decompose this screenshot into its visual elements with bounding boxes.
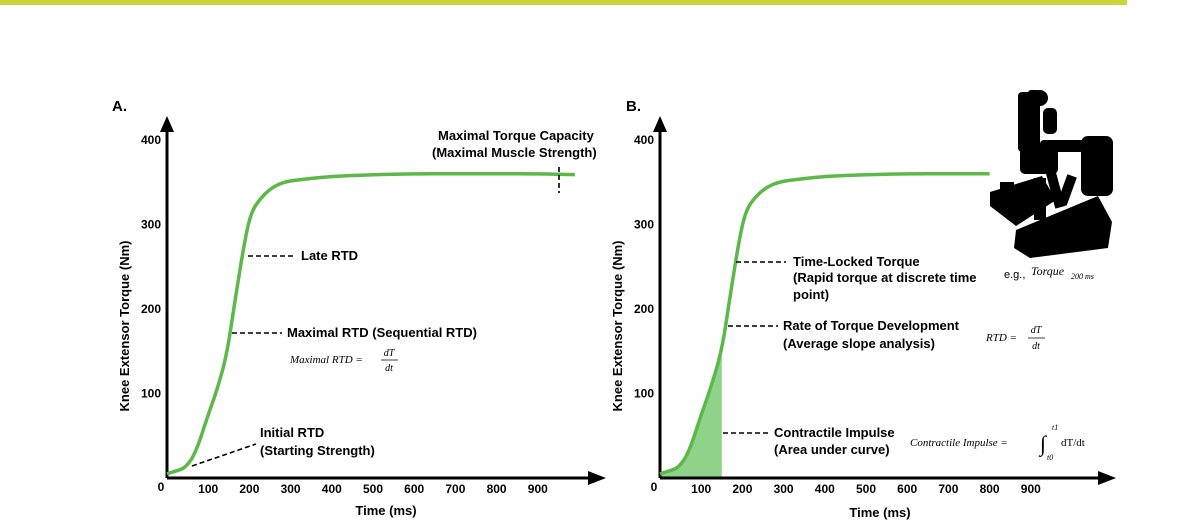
dynamometer-silhouette-icon: [990, 90, 1113, 258]
integral-sign: ∫: [1038, 431, 1048, 457]
y-axis-arrow: [653, 116, 667, 132]
y-tick-label: 300: [141, 218, 161, 232]
x-tick-label: 100: [198, 482, 218, 496]
x-tick-label: 100: [691, 482, 711, 496]
max-rtd-formula-denominator: dt: [385, 363, 393, 374]
y-tick-label: 100: [634, 387, 654, 401]
y-tick-labels: 100 200 300 400: [634, 133, 654, 401]
x-tick-label: 400: [815, 482, 835, 496]
x-tick-label: 0: [158, 480, 165, 494]
annotation-impulse-2: (Area under curve): [774, 442, 890, 457]
x-tick-label: 600: [897, 482, 917, 496]
panel-label: A.: [112, 98, 127, 115]
y-tick-labels: 100 200 300 400: [141, 133, 161, 401]
x-tick-label: 700: [938, 482, 958, 496]
impulse-formula-lhs: Contractile Impulse =: [910, 437, 1008, 449]
x-tick-label: 500: [363, 482, 383, 496]
x-axis-arrow: [1098, 471, 1116, 485]
x-tick-label: 700: [445, 482, 465, 496]
y-axis-arrow: [160, 116, 174, 132]
annotation-initial-rtd-2: (Starting Strength): [260, 443, 375, 458]
max-rtd-formula-numerator: dT: [384, 348, 396, 359]
x-tick-label: 0: [651, 480, 658, 494]
integral-upper: t1: [1052, 423, 1058, 432]
x-tick-labels: 0 100 200 300 400 500 600 700 800 900: [651, 480, 1041, 496]
x-tick-label: 400: [322, 482, 342, 496]
y-tick-label: 200: [141, 302, 161, 316]
series-line: [166, 172, 575, 476]
x-tick-label: 300: [281, 482, 301, 496]
leader-initial-rtd: [191, 443, 257, 467]
x-tick-label: 600: [404, 482, 424, 496]
impulse-area: [660, 351, 722, 478]
top-banner: [0, 0, 1127, 5]
x-axis-label: Time (ms): [355, 503, 416, 518]
series-line: [659, 172, 990, 476]
y-axis-label: Knee Extensor Torque (Nm): [610, 241, 625, 412]
annotation-time-locked-2: (Rapid torque at discrete time: [793, 270, 976, 285]
x-axis-arrow: [588, 471, 606, 485]
annotation-impulse-1: Contractile Impulse: [774, 425, 895, 440]
annotation-max-rtd: Maximal RTD (Sequential RTD): [287, 325, 477, 340]
x-axis-label: Time (ms): [849, 505, 910, 520]
panel-b: B. 0 100 200 300 400 500 600 700 800 900 100 200 30…: [610, 98, 1116, 520]
annotation-rtd-2: (Average slope analysis): [783, 336, 935, 351]
panel-label: B.: [626, 98, 641, 115]
annotation-rtd-1: Rate of Torque Development: [783, 318, 960, 333]
y-tick-label: 300: [634, 218, 654, 232]
y-tick-label: 400: [634, 133, 654, 147]
integrand: dT/dt: [1061, 437, 1085, 449]
x-tick-label: 900: [1021, 482, 1041, 496]
x-tick-labels: 0 100 200 300 400 500 600 700 800 900: [158, 480, 548, 496]
rtd-formula-numerator: dT: [1031, 325, 1043, 336]
max-rtd-formula-lhs: Maximal RTD =: [289, 354, 363, 366]
panel-a: A. 0 100 200 300 400 500 600 700 800 900 100 200 30…: [112, 98, 606, 518]
x-tick-label: 800: [487, 482, 507, 496]
x-tick-label: 200: [732, 482, 752, 496]
y-axis-label: Knee Extensor Torque (Nm): [117, 241, 132, 412]
integral-lower: t0: [1047, 453, 1053, 462]
x-tick-label: 800: [980, 482, 1000, 496]
y-tick-label: 100: [141, 387, 161, 401]
y-tick-label: 400: [141, 133, 161, 147]
x-tick-label: 300: [774, 482, 794, 496]
y-tick-label: 200: [634, 302, 654, 316]
annotation-initial-rtd-1: Initial RTD: [260, 425, 324, 440]
annotation-late-rtd: Late RTD: [301, 248, 358, 263]
eg-prefix: e.g.,: [1004, 269, 1025, 281]
annotation-max-torque-2: (Maximal Muscle Strength): [432, 145, 597, 160]
eg-subscript: 200 ms: [1071, 272, 1094, 281]
annotation-max-torque-1: Maximal Torque Capacity: [438, 128, 595, 143]
annotation-time-locked-3: point): [793, 287, 829, 302]
x-tick-label: 500: [856, 482, 876, 496]
eg-formula: Torque: [1031, 264, 1065, 278]
x-tick-label: 900: [528, 482, 548, 496]
rtd-formula-lhs: RTD =: [985, 332, 1017, 344]
rtd-formula-denominator: dt: [1032, 341, 1040, 352]
x-tick-label: 200: [239, 482, 259, 496]
annotation-time-locked-1: Time-Locked Torque: [793, 254, 920, 269]
